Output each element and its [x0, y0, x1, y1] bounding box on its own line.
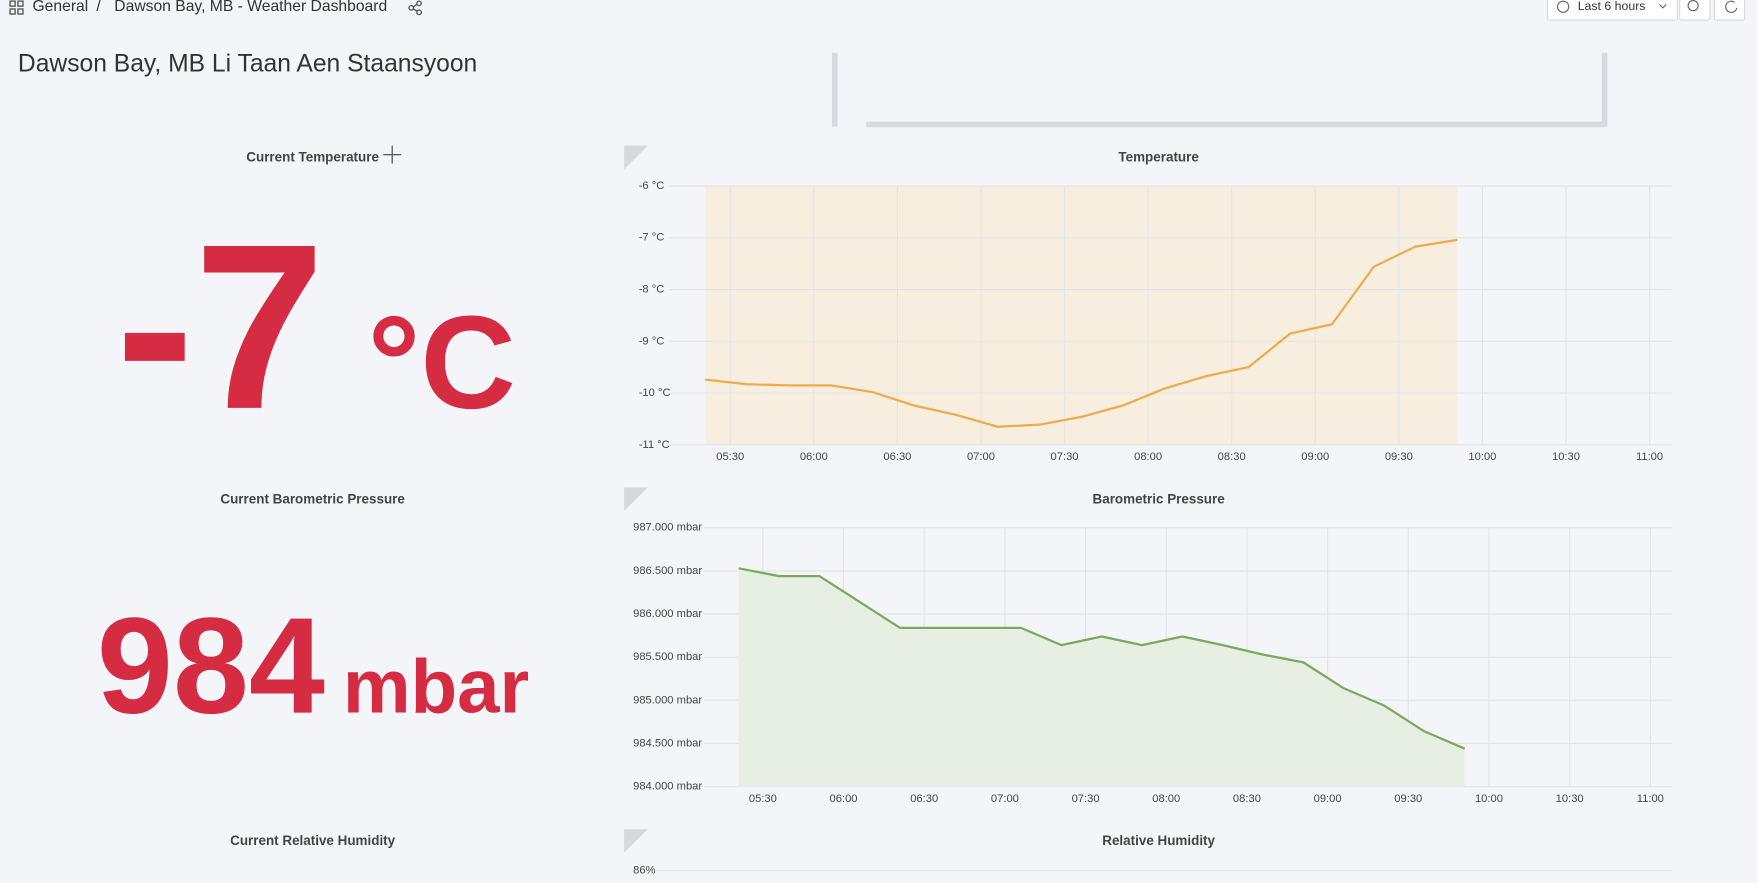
stat-unit: mbar — [343, 645, 529, 730]
x-tick-label: 09:00 — [1301, 451, 1329, 463]
y-tick-label: 987.000 mbar — [633, 522, 702, 534]
refresh-icon — [1725, 0, 1738, 13]
y-tick-label: -11 °C — [639, 439, 670, 451]
data-line — [705, 238, 1458, 428]
x-tick-label: 09:00 — [1314, 793, 1342, 805]
panel-title: Barometric Pressure — [1093, 491, 1226, 506]
x-tick-label: 10:00 — [1475, 793, 1503, 805]
grid-icon[interactable] — [9, 0, 24, 15]
panel-title: Relative Humidity — [1102, 833, 1215, 848]
breadcrumb-folder[interactable]: General — [32, 0, 88, 15]
y-tick-label: 986.500 mbar — [633, 565, 702, 577]
breadcrumb-separator: / — [96, 0, 101, 15]
zoom-icon — [1687, 0, 1699, 12]
time-region — [705, 186, 1458, 445]
y-tick-label: 984.500 mbar — [633, 737, 702, 749]
x-tick-label: 07:00 — [967, 451, 995, 463]
x-tick-label: 10:30 — [1556, 793, 1584, 805]
y-tick-label: 985.500 mbar — [633, 651, 702, 663]
x-tick-label: 07:30 — [1072, 793, 1100, 805]
x-tick-label: 10:30 — [1552, 451, 1580, 463]
panel-title: Current Relative Humidity — [230, 833, 396, 848]
x-tick-label: 06:30 — [883, 451, 911, 463]
data-line — [738, 567, 1466, 750]
x-tick-label: 08:30 — [1233, 793, 1261, 805]
x-tick-label: 06:00 — [830, 793, 858, 805]
panel-title: Current Barometric Pressure — [220, 491, 405, 506]
y-tick-label: -6 °C — [639, 180, 665, 192]
x-tick-label: 11:00 — [1637, 793, 1664, 805]
area-fill — [738, 568, 1465, 787]
x-tick-label: 08:00 — [1152, 793, 1180, 805]
move-icon[interactable] — [383, 145, 402, 164]
y-tick-label: 984.000 mbar — [633, 781, 702, 793]
x-tick-label: 08:30 — [1218, 451, 1246, 463]
dashboard-title: Dawson Bay, MB Li Taan Aen Staansyoon — [18, 51, 477, 78]
text-panel-outline — [831, 52, 1608, 128]
x-tick-label: 05:30 — [716, 451, 744, 463]
x-tick-label: 09:30 — [1394, 793, 1422, 805]
stat-value: -7 — [116, 195, 325, 458]
clock-icon — [1556, 0, 1570, 13]
breadcrumb-dashboard[interactable]: Dawson Bay, MB - Weather Dashboard — [114, 0, 387, 15]
y-tick-label: -7 °C — [639, 232, 665, 244]
y-tick-label: -8 °C — [639, 284, 665, 296]
x-tick-label: 07:30 — [1051, 451, 1079, 463]
time-picker[interactable] — [1546, 0, 1679, 21]
time-picker-label: Last 6 hours — [1578, 0, 1646, 13]
refresh-button[interactable] — [1713, 0, 1746, 21]
x-tick-label: 09:30 — [1385, 451, 1413, 463]
x-tick-label: 07:00 — [991, 793, 1019, 805]
y-tick-label: 86% — [633, 865, 655, 877]
panel-title: Current Temperature — [246, 150, 379, 165]
stat-value: 984 — [97, 589, 325, 742]
x-tick-label: 06:30 — [910, 793, 938, 805]
x-tick-label: 11:00 — [1636, 451, 1663, 463]
info-corners — [624, 145, 648, 853]
x-tick-label: 05:30 — [749, 793, 777, 805]
panel-title: Temperature — [1118, 150, 1199, 165]
x-tick-label: 06:00 — [800, 451, 828, 463]
x-tick-label: 10:00 — [1468, 451, 1496, 463]
y-tick-label: -9 °C — [639, 335, 665, 347]
chevron — [1659, 4, 1667, 9]
x-tick-label: 08:00 — [1134, 451, 1162, 463]
y-tick-label: -10 °C — [639, 387, 671, 399]
y-tick-label: 986.000 mbar — [633, 608, 702, 620]
share-icon[interactable] — [408, 0, 422, 16]
y-tick-label: 985.000 mbar — [633, 694, 702, 706]
stat-unit: °C — [368, 289, 516, 437]
